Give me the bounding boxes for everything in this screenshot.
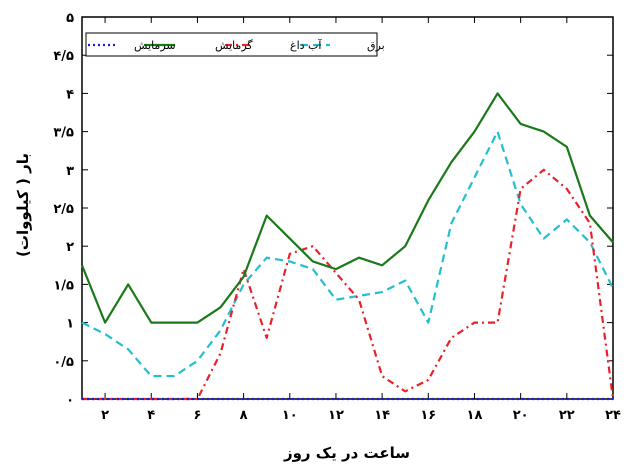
y-axis-title: بار ( کیلووات) <box>14 153 32 257</box>
x-tick-label: ۱۴ <box>374 408 390 423</box>
series-line-2 <box>80 92 614 324</box>
x-tick-label: ۲۴ <box>605 408 621 423</box>
y-tick-label: ۳ <box>66 164 74 179</box>
series-line-1 <box>82 168 615 401</box>
y-tick-label: ۱ <box>66 317 74 332</box>
legend-label: سرمایش <box>134 39 176 52</box>
y-tick-label: ۰ <box>66 393 74 408</box>
plot-frame <box>81 16 614 400</box>
x-tick-label: ۱۸ <box>467 408 483 423</box>
y-tick-label: ۱/۵ <box>53 278 74 293</box>
legend-label: گرمایش <box>215 39 253 52</box>
x-tick-label: ۴ <box>147 408 155 423</box>
x-axis-title: ساعت در یک روز <box>283 444 410 462</box>
y-tick-label: ۳/۵ <box>53 126 74 141</box>
x-tick-label: ۲۰ <box>513 408 529 423</box>
x-tick-label: ۲۲ <box>559 408 575 423</box>
legend-label: برق <box>367 39 385 52</box>
y-tick-label: ۰/۵ <box>53 355 74 370</box>
y-tick-label: ۲/۵ <box>53 202 74 217</box>
y-tick-label: ۴ <box>66 87 74 102</box>
y-tick-label: ۴/۵ <box>53 49 74 64</box>
series-line-0 <box>81 130 614 378</box>
x-tick-label: ۶ <box>193 408 201 423</box>
y-tick-label: ۲ <box>66 240 74 255</box>
x-tick-label: ۱۲ <box>328 408 344 423</box>
x-tick-label: ۱۶ <box>420 408 436 423</box>
x-tick-label: ۱۰ <box>282 408 298 423</box>
legend-label: آب داغ <box>290 38 322 52</box>
x-tick-label: ۸ <box>240 408 248 423</box>
y-tick-label: ۵ <box>66 11 74 26</box>
x-tick-label: ۲ <box>101 408 109 423</box>
